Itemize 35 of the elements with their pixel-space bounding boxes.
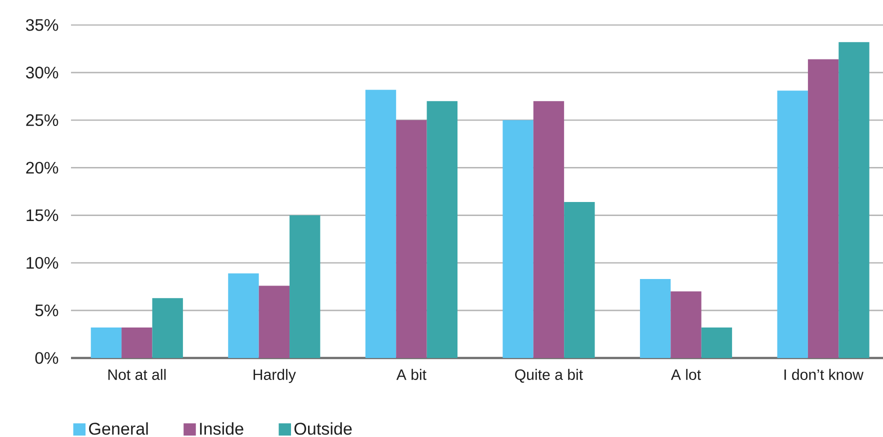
x-tick-label: A bit [396, 368, 426, 380]
y-tick-label: 20% [26, 162, 58, 174]
x-tick-label: A lot [670, 368, 701, 380]
bar [808, 59, 839, 358]
bar [701, 328, 732, 358]
bar [426, 101, 458, 358]
bar [838, 42, 870, 358]
legend-label: Outside [294, 422, 352, 435]
y-tick-label: 30% [26, 66, 58, 78]
x-tick-label: I don’t know [784, 368, 864, 380]
bar [640, 279, 671, 358]
y-tick-label: 5% [35, 304, 58, 316]
bar [228, 273, 259, 358]
legend-label: General [89, 422, 148, 435]
bar [90, 328, 122, 358]
y-tick-label: 35% [26, 19, 58, 31]
bar [122, 328, 152, 358]
y-tick-label: 15% [26, 209, 58, 222]
bar [777, 90, 808, 358]
bar [564, 202, 595, 358]
y-tick-label: 0% [35, 352, 58, 364]
x-tick-label: Hardly [254, 368, 296, 383]
legend-label: Inside [200, 422, 244, 435]
bar [396, 120, 427, 358]
bar [670, 291, 702, 358]
bar [502, 120, 534, 358]
bar [533, 101, 564, 358]
bar [290, 215, 320, 358]
bar [152, 298, 183, 358]
y-tick-label: 10% [26, 256, 58, 269]
x-tick-label: Quite a bit [515, 368, 583, 383]
bar [365, 90, 396, 358]
y-tick-label: 25% [26, 114, 58, 126]
x-tick-label: Not at all [108, 368, 166, 380]
bar [258, 286, 290, 358]
